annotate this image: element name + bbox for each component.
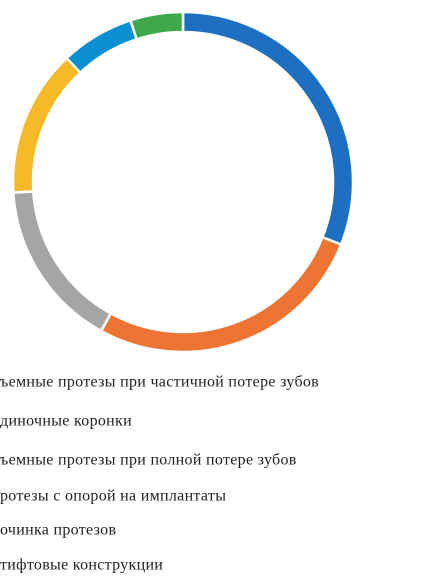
donut-segment [12, 190, 113, 333]
donut-segment [128, 10, 185, 41]
legend-label: ъемные протезы при частичной потере зубо… [0, 374, 319, 391]
legend-label: ротезы с опорой на имплантаты [0, 488, 226, 505]
donut-segment [99, 235, 343, 354]
donut-segment [64, 18, 139, 75]
donut-segment [181, 10, 355, 247]
legend-label: диночные коронки [0, 413, 132, 430]
legend-label: ъемные протезы при полной потере зубов [0, 452, 297, 469]
legend-label: тифтовые конструкции [0, 557, 163, 574]
legend-label: очинка протезов [0, 522, 116, 539]
donut-segment [11, 56, 83, 195]
